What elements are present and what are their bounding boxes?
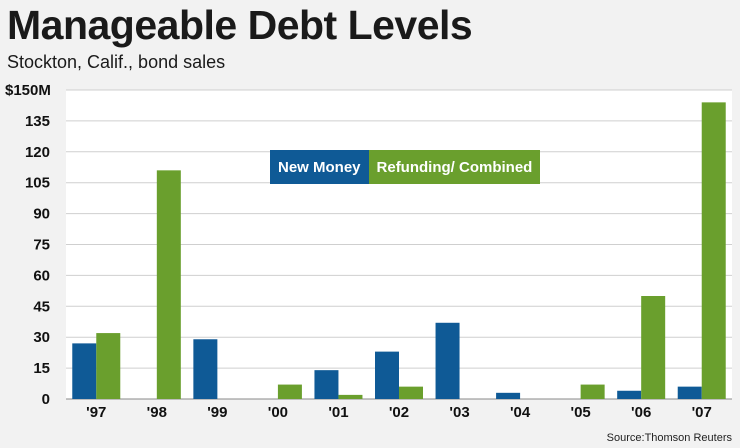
source-note: Source:Thomson Reuters	[606, 432, 732, 444]
x-tick-label: '02	[389, 404, 409, 421]
bar-refunding-combined	[156, 170, 181, 399]
bar-new-money	[72, 343, 97, 399]
legend-refunding-combined: Refunding/ Combined	[368, 150, 541, 184]
bar-refunding-combined	[701, 102, 726, 400]
bar-refunding-combined	[277, 384, 302, 399]
bar-refunding-combined	[96, 333, 121, 399]
y-tick-label: 60	[33, 267, 50, 284]
legend-new-money: New Money	[270, 150, 369, 184]
x-tick-label: '07	[692, 404, 712, 421]
bar-refunding-combined	[641, 296, 666, 399]
x-tick-label: '05	[571, 404, 591, 421]
bar-new-money	[375, 351, 399, 399]
bar-new-money	[496, 392, 521, 399]
x-tick-label: '97	[86, 404, 106, 421]
y-tick-label: 90	[33, 206, 50, 223]
x-tick-label: '00	[268, 404, 288, 421]
x-tick-label: '99	[207, 404, 227, 421]
x-tick-label: '03	[449, 404, 469, 421]
y-tick-label: 15	[33, 360, 50, 377]
y-tick-label: 30	[33, 329, 50, 346]
bar-refunding-combined	[580, 384, 605, 399]
bar-new-money	[193, 339, 218, 399]
bar-refunding-combined	[399, 386, 423, 399]
bar-new-money	[677, 386, 702, 399]
y-tick-label: 135	[25, 113, 50, 130]
bar-new-money	[435, 322, 460, 399]
y-tick-label: 105	[25, 175, 50, 192]
x-tick-label: '01	[328, 404, 348, 421]
bar-new-money	[314, 370, 339, 399]
bar-refunding-combined	[338, 394, 363, 399]
chart-title: Manageable Debt Levels	[7, 2, 473, 48]
legend: New Money Refunding/ Combined	[270, 150, 541, 184]
y-tick-label: 75	[33, 237, 50, 254]
x-tick-label: '98	[147, 404, 167, 421]
x-tick-label: '06	[631, 404, 651, 421]
x-tick-label: '04	[510, 404, 531, 421]
y-tick-label: $150M	[5, 82, 51, 99]
y-tick-label: 120	[25, 144, 50, 161]
y-tick-label: 0	[42, 391, 50, 408]
chart-subtitle: Stockton, Calif., bond sales	[7, 52, 226, 72]
bar-new-money	[617, 390, 642, 399]
y-tick-label: 45	[33, 298, 50, 315]
